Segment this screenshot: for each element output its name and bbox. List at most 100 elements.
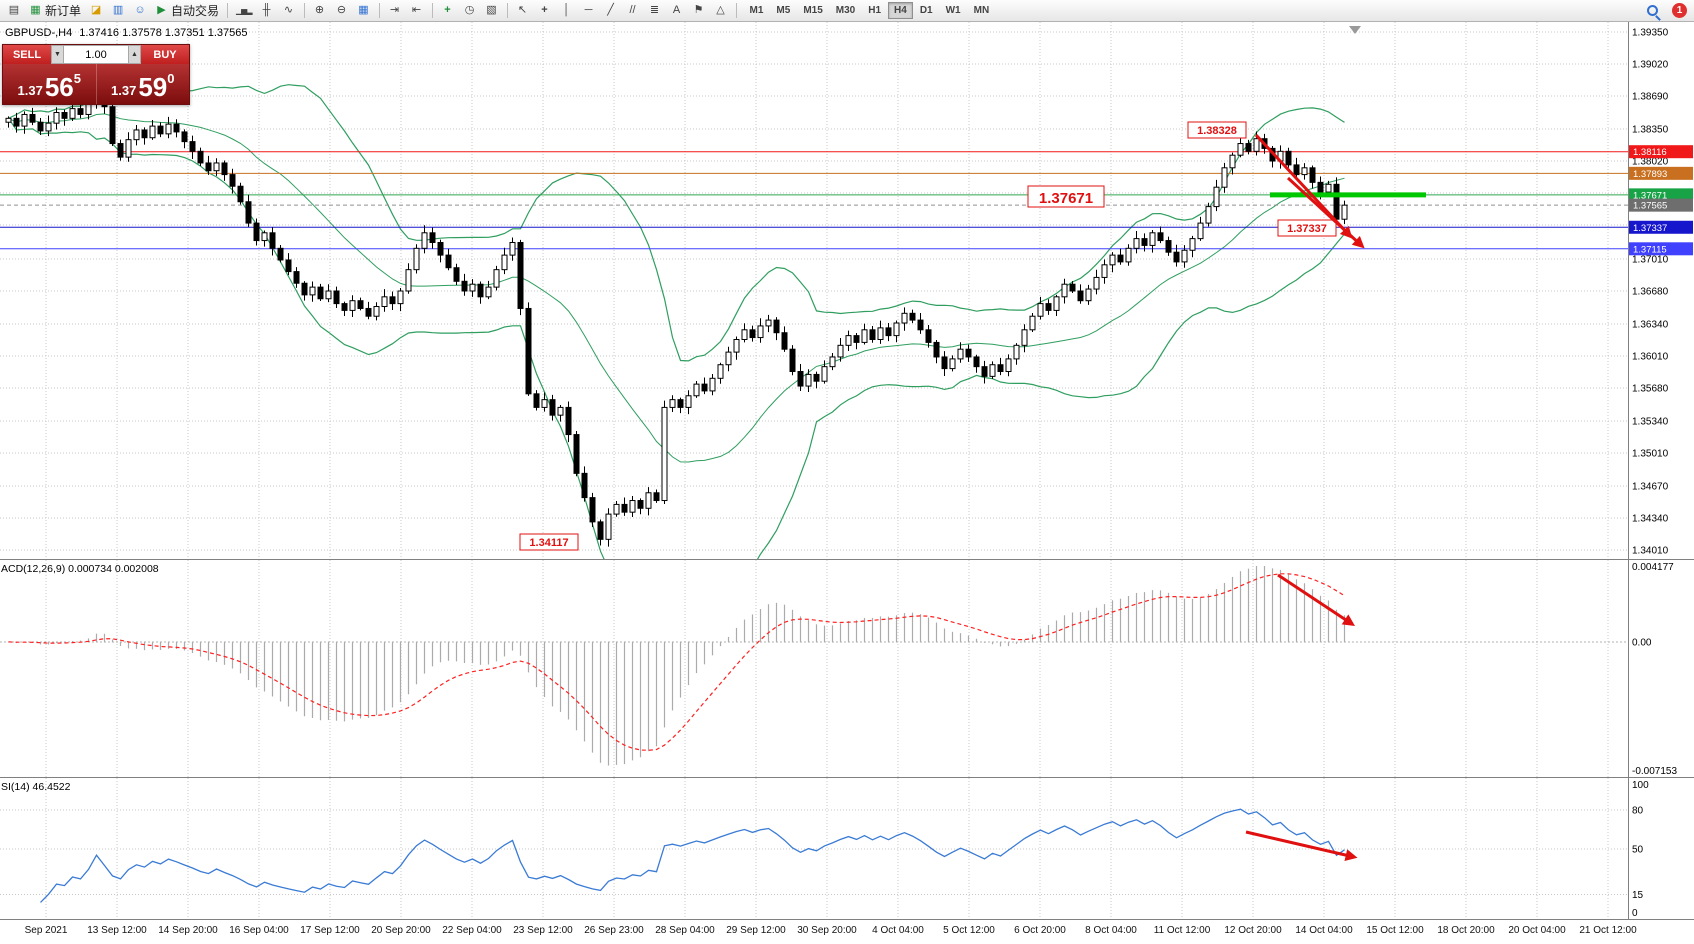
macd-label: ACD(12,26,9) 0.000734 0.002008 <box>1 563 159 575</box>
timeframe-M30[interactable]: M30 <box>835 5 856 16</box>
text-button[interactable]: A <box>667 2 687 20</box>
candle-body <box>637 500 644 509</box>
candle-body <box>765 319 772 327</box>
horizontal-line-button[interactable]: ─ <box>579 2 599 20</box>
candle-body <box>453 267 460 282</box>
timeframe-M5[interactable]: M5 <box>776 5 791 16</box>
trendline-button[interactable]: ╱ <box>601 2 621 20</box>
tile-windows-button[interactable]: ▦ <box>354 2 374 20</box>
zoom-in-button[interactable]: ⊕ <box>310 2 330 20</box>
candle-body <box>797 371 804 387</box>
shapes-icon: △ <box>716 4 725 16</box>
buy-button[interactable]: BUY <box>141 45 189 64</box>
rsi-arrow[interactable] <box>1245 830 1358 861</box>
macd-axis-label: 0.00 <box>1632 637 1652 648</box>
candle-body <box>365 307 372 317</box>
candle-body <box>501 254 508 271</box>
candle-body <box>981 366 988 377</box>
channel-button[interactable]: // <box>623 2 643 20</box>
timeframe-W1[interactable]: W1 <box>945 5 961 16</box>
bar-chart-button[interactable]: ▁▅▂ <box>233 2 254 20</box>
price-level-badge-text: 1.37565 <box>1633 201 1667 212</box>
line-chart-button[interactable]: ∿ <box>279 2 299 20</box>
label-button[interactable]: ⚑ <box>689 2 709 20</box>
candle-body <box>37 121 44 132</box>
time-axis[interactable]: Sep 2021 13 Sep 12:00 14 Sep 20:00 16 Sep 0… <box>0 920 1694 944</box>
rsi-indicator-pane[interactable]: 100 80 50 15 0 <box>0 778 1694 920</box>
chart-shift-button[interactable]: ⇤ <box>407 2 427 20</box>
volume-input[interactable]: 1.00 <box>64 45 128 64</box>
timeframe-M1[interactable]: M1 <box>749 5 764 16</box>
price-level-badge-text: 1.37337 <box>1633 223 1667 234</box>
candle-body <box>1005 358 1012 373</box>
sell-price[interactable]: 1.37 56 5 <box>3 64 97 104</box>
shapes-button[interactable]: △ <box>711 2 731 20</box>
candle-body <box>957 348 964 360</box>
zoom-out-icon: ⊖ <box>336 4 347 16</box>
price-annotation-box[interactable] <box>1277 219 1337 237</box>
zoom-in-icon: ⊕ <box>314 4 325 16</box>
volume-down-button[interactable]: ▼ <box>51 45 64 64</box>
fibonacci-button[interactable]: ≣ <box>645 2 665 20</box>
price-annotation-box[interactable] <box>1027 185 1105 208</box>
search-button[interactable] <box>1642 2 1662 20</box>
bollinger-lower-band <box>8 117 1345 560</box>
buy-price[interactable]: 1.37 59 0 <box>111 71 175 103</box>
candle-body <box>565 406 572 436</box>
new-order-icon: ▦ <box>30 4 41 16</box>
price-annotation-box[interactable] <box>1187 121 1247 139</box>
timeframe-D1[interactable]: D1 <box>919 5 933 16</box>
main-chart-pane[interactable]: 1.39350 1.39020 1.38690 1.38350 1.38020 1.376… <box>0 22 1694 560</box>
candlesticks-button[interactable]: ╫ <box>257 2 277 20</box>
notification-badge[interactable]: 1 <box>1672 3 1687 18</box>
timeframe-M15[interactable]: M15 <box>803 5 823 16</box>
timeframe-H4[interactable]: H4 <box>888 2 913 19</box>
candle-body <box>1125 247 1132 263</box>
chart-shift-marker[interactable] <box>1349 26 1361 34</box>
zoom-out-button[interactable]: ⊖ <box>332 2 352 20</box>
trend-arrow[interactable] <box>1286 176 1365 249</box>
auto-trading-button[interactable]: ▶ 自动交易 <box>152 2 222 20</box>
candle-body <box>989 364 996 377</box>
cursor-button[interactable]: ↖ <box>513 2 533 20</box>
timeframe-H1[interactable]: H1 <box>868 5 882 16</box>
candle-body <box>549 399 556 416</box>
market-watch-button[interactable]: ▥ <box>108 2 128 20</box>
candle-body <box>573 434 580 474</box>
candle-body <box>973 356 980 368</box>
crosshair-button[interactable]: + <box>535 2 555 20</box>
candle-body <box>893 322 900 337</box>
auto-scroll-button[interactable]: ⇥ <box>385 2 405 20</box>
candle-body <box>909 312 916 321</box>
macd-arrow[interactable] <box>1277 573 1356 626</box>
sell-button[interactable]: SELL <box>3 45 51 64</box>
macd-indicator-pane[interactable]: 0.004177 0.00 -0.007153 <box>0 560 1694 778</box>
new-chart-button[interactable]: ▤ <box>4 2 24 20</box>
templates-button[interactable]: ▧ <box>482 2 502 20</box>
periods-button[interactable]: ◷ <box>460 2 480 20</box>
indicators-button[interactable]: + <box>438 2 458 20</box>
accounts-button[interactable]: ☺ <box>130 2 150 20</box>
macd-axis-label: -0.007153 <box>1632 766 1677 777</box>
auto-scroll-icon: ⇥ <box>389 4 400 16</box>
candle-body <box>429 232 436 243</box>
price-annotation-box[interactable] <box>519 533 579 551</box>
new-order-button[interactable]: ▦ 新订单 <box>26 2 84 20</box>
candle-body <box>613 503 620 515</box>
indicators-icon: + <box>444 4 451 16</box>
vertical-line-button[interactable]: │ <box>557 2 577 20</box>
candle-body <box>717 364 724 379</box>
time-axis-label: 15 Oct 12:00 <box>1366 925 1424 936</box>
price-axis-label: 1.39350 <box>1632 28 1669 39</box>
time-axis-label: 13 Sep 12:00 <box>87 925 147 936</box>
profiles-button[interactable]: ◪ <box>86 2 106 20</box>
candle-body <box>469 283 476 292</box>
timeframe-MN[interactable]: MN <box>973 5 990 16</box>
candle-body <box>965 348 972 358</box>
candle-body <box>1141 238 1148 246</box>
candle-body <box>173 123 180 133</box>
price-axis-label: 1.36010 <box>1632 351 1669 362</box>
macd-axis-label: 0.004177 <box>1632 562 1674 573</box>
volume-up-button[interactable]: ▲ <box>128 45 141 64</box>
